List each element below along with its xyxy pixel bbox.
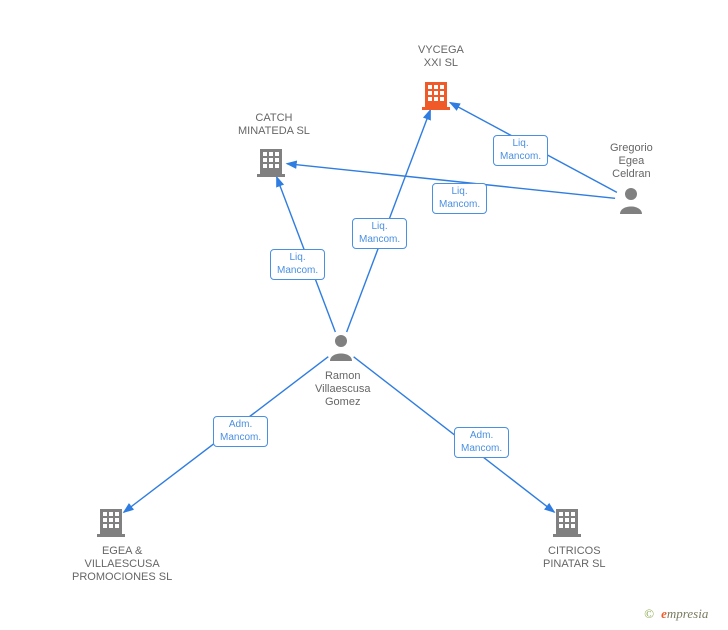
edge-label-5: Adm. Mancom. <box>454 427 509 458</box>
edge-label-0: Liq. Mancom. <box>270 249 325 280</box>
brand-rest: mpresia <box>667 606 708 621</box>
watermark: © empresia <box>644 606 708 622</box>
building-icon-vycega <box>422 80 450 115</box>
building-icon-egea <box>97 507 125 542</box>
node-label-vycega: VYCEGA XXI SL <box>418 44 464 70</box>
edge-label-2: Liq. Mancom. <box>493 135 548 166</box>
edge-label-4: Adm. Mancom. <box>213 416 268 447</box>
person-icon-gregorio <box>618 186 644 219</box>
building-icon-catch <box>257 147 285 182</box>
edge-label-1: Liq. Mancom. <box>352 218 407 249</box>
node-label-citricos: CITRICOS PINATAR SL <box>543 545 606 571</box>
person-icon-ramon <box>328 333 354 366</box>
node-label-catch: CATCH MINATEDA SL <box>238 112 310 138</box>
building-icon-citricos <box>553 507 581 542</box>
node-label-ramon: Ramon Villaescusa Gomez <box>315 370 370 410</box>
node-label-egea: EGEA & VILLAESCUSA PROMOCIONES SL <box>72 545 172 585</box>
copyright-symbol: © <box>644 606 654 621</box>
edge-label-3: Liq. Mancom. <box>432 183 487 214</box>
node-label-gregorio: Gregorio Egea Celdran <box>610 142 653 182</box>
